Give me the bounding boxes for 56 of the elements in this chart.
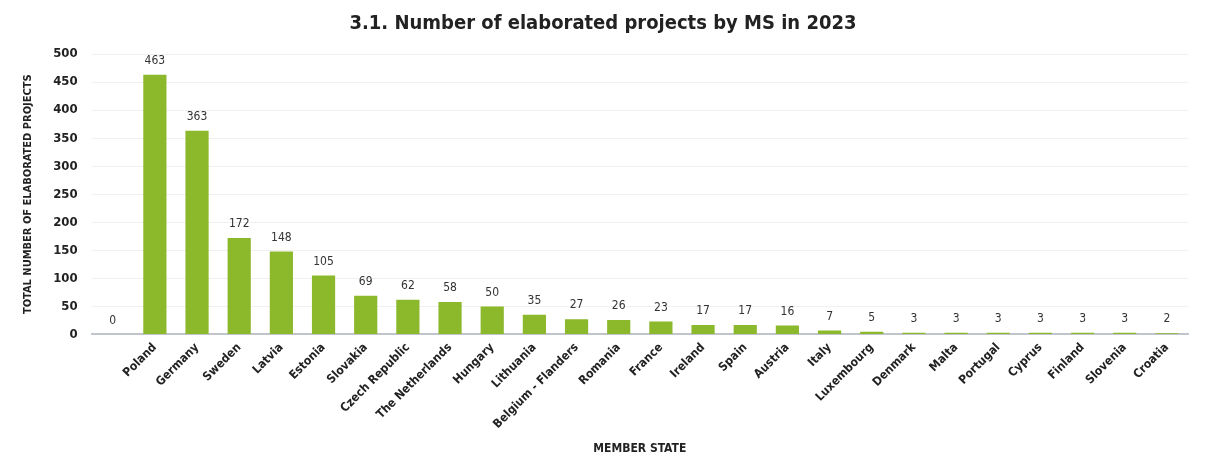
- y-tick-label: 0: [69, 325, 78, 341]
- y-tick-label: 400: [53, 101, 78, 117]
- bar: [185, 130, 209, 334]
- data-label: 27: [569, 297, 584, 312]
- data-label: 58: [443, 280, 458, 295]
- y-tick-label: 150: [53, 241, 78, 257]
- data-label: 26: [611, 298, 626, 313]
- bar: [227, 238, 251, 334]
- data-label: 3: [952, 310, 960, 325]
- data-label: 35: [527, 292, 542, 307]
- data-label: 0: [109, 312, 117, 327]
- data-label: 23: [654, 299, 668, 314]
- bar: [396, 299, 420, 334]
- data-label: 3: [1036, 310, 1044, 325]
- data-label: 16: [780, 303, 795, 318]
- data-label: 363: [186, 108, 208, 123]
- data-label: 105: [313, 253, 334, 268]
- data-label: 148: [271, 229, 292, 244]
- y-tick-label: 250: [53, 185, 78, 201]
- data-label: 5: [868, 309, 876, 324]
- data-label: 3: [1121, 310, 1129, 325]
- data-label: 3: [910, 310, 918, 325]
- y-tick-label: 500: [53, 45, 78, 61]
- bar: [649, 321, 673, 334]
- y-axis-title: TOTAL NUMBER OF ELABORATED PROJECTS: [21, 74, 35, 315]
- data-label: 172: [228, 216, 250, 231]
- y-tick-label: 200: [53, 213, 78, 229]
- bar: [143, 74, 167, 334]
- data-label: 17: [696, 303, 710, 318]
- chart-title: 3.1. Number of elaborated projects by MS in 2023: [349, 10, 857, 35]
- data-label: 69: [358, 273, 373, 288]
- x-axis-title: MEMBER STATE: [593, 440, 687, 455]
- y-tick-label: 450: [53, 73, 78, 89]
- bar: [438, 301, 462, 334]
- bar: [775, 325, 799, 334]
- bar: [733, 324, 757, 334]
- data-label: 50: [485, 284, 500, 299]
- y-tick-label: 350: [53, 129, 78, 145]
- data-label: 17: [738, 303, 753, 318]
- data-label: 62: [401, 277, 415, 292]
- y-tick-label: 300: [53, 157, 78, 173]
- y-tick-label: 50: [61, 297, 78, 313]
- bar: [354, 295, 378, 334]
- data-label: 3: [1079, 310, 1087, 325]
- bar: [480, 306, 504, 334]
- data-label: 7: [826, 308, 833, 323]
- bar: [311, 275, 336, 334]
- bar: [522, 314, 546, 334]
- bar: [607, 319, 631, 334]
- bar: [269, 251, 293, 334]
- data-label: 2: [1163, 311, 1171, 326]
- bar: [691, 324, 715, 334]
- data-label: 463: [144, 52, 166, 67]
- bar: [564, 319, 589, 334]
- y-tick-label: 100: [53, 269, 78, 285]
- data-label: 3: [994, 310, 1002, 325]
